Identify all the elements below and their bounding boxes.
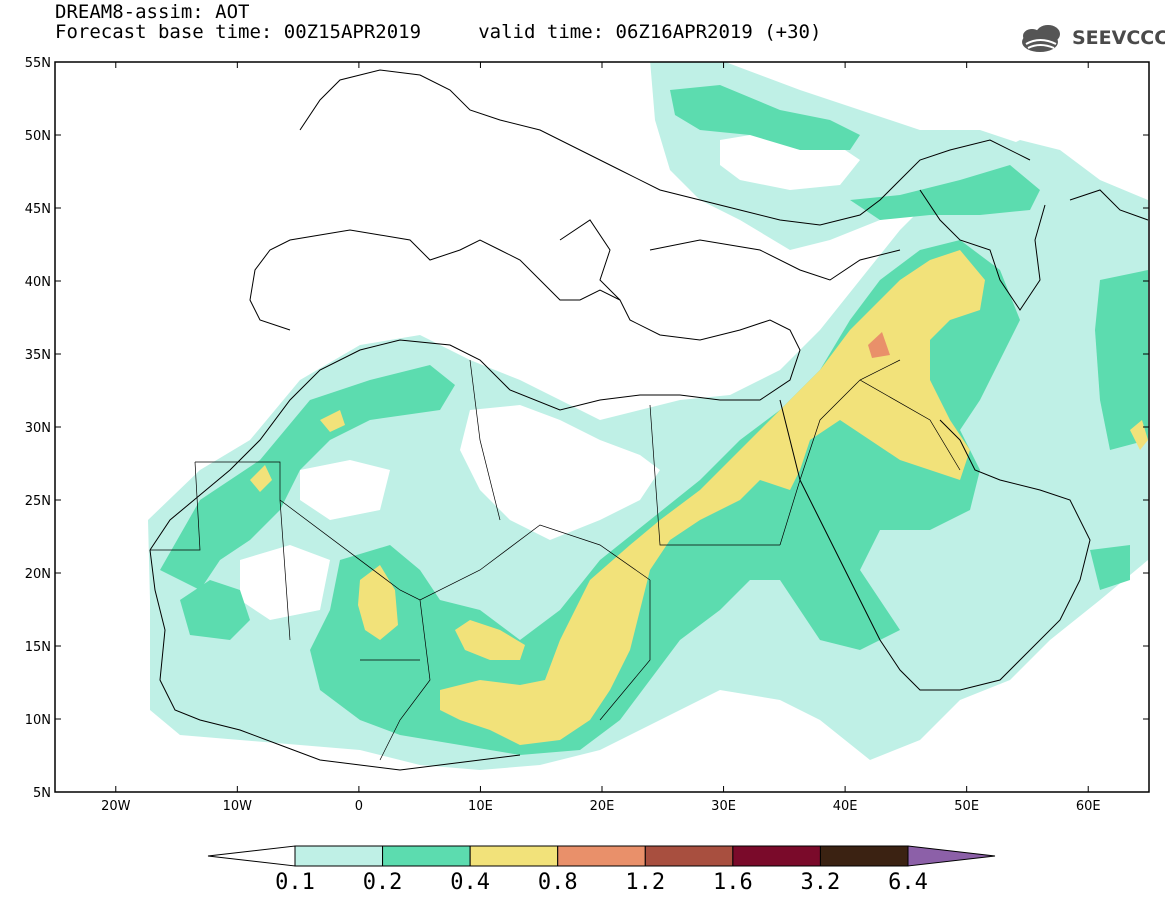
- lat-label: 35N: [25, 348, 51, 363]
- colorbar-level-label: 0.8: [537, 870, 578, 895]
- colorbar-segment: [644, 845, 734, 867]
- colorbar-segment: [469, 845, 559, 867]
- colorbar-level-label: 0.4: [450, 870, 491, 895]
- colorbar-level-label: 6.4: [888, 870, 928, 895]
- longitude-axis: 20W 10W 0 10E 20E 30E 40E 50E 60E: [101, 62, 1101, 814]
- cloud-logo-icon: [1022, 25, 1060, 52]
- lon-label: 20E: [590, 799, 615, 814]
- colorbar: [207, 845, 996, 867]
- lat-label: 25N: [25, 494, 51, 509]
- country-borders: [150, 359, 961, 761]
- lat-label: 45N: [25, 202, 51, 217]
- colorbar-segment: [732, 845, 821, 867]
- lat-label: 40N: [25, 275, 51, 290]
- colorbar-high-arrow: [907, 845, 996, 867]
- lon-label: 10E: [468, 799, 493, 814]
- lat-label: 15N: [25, 640, 51, 655]
- lon-label: 20W: [101, 799, 131, 814]
- lon-label: 30E: [711, 799, 736, 814]
- coastlines: [149, 69, 1149, 771]
- forecast-time-line: Forecast base time: 00Z15APR2019 valid t…: [55, 21, 822, 43]
- lon-label: 40E: [833, 799, 858, 814]
- lon-label: 60E: [1076, 799, 1101, 814]
- lat-label: 30N: [25, 421, 51, 436]
- colorbar-level-label: 1.2: [625, 870, 666, 895]
- latitude-axis: 55N 50N 45N 40N 35N 30N 25N 20N 15N 10N 5N: [25, 56, 1149, 801]
- colorbar-segment: [819, 845, 909, 867]
- lat-label: 50N: [25, 129, 51, 144]
- lon-label: 0: [355, 799, 363, 814]
- colorbar-level-label: 0.2: [362, 870, 403, 895]
- lat-label: 20N: [25, 567, 51, 582]
- map-title: DREAM8-assim: AOT: [55, 1, 250, 23]
- colorbar-level-label: 3.2: [800, 870, 841, 895]
- colorbar-level-label: 0.1: [275, 870, 315, 895]
- colorbar-level-label: 1.6: [712, 870, 753, 895]
- colorbar-segment: [382, 845, 471, 867]
- logo-text: SEEVCCC: [1072, 27, 1165, 49]
- lat-label: 55N: [25, 56, 51, 71]
- aot-shading: [148, 62, 1148, 770]
- lon-label: 50E: [954, 799, 979, 814]
- lon-label: 10W: [223, 799, 253, 814]
- colorbar-segment: [294, 845, 384, 867]
- colorbar-low-arrow: [207, 845, 296, 867]
- lat-label: 5N: [33, 786, 51, 801]
- colorbar-segment: [557, 845, 646, 867]
- lat-label: 10N: [25, 713, 51, 728]
